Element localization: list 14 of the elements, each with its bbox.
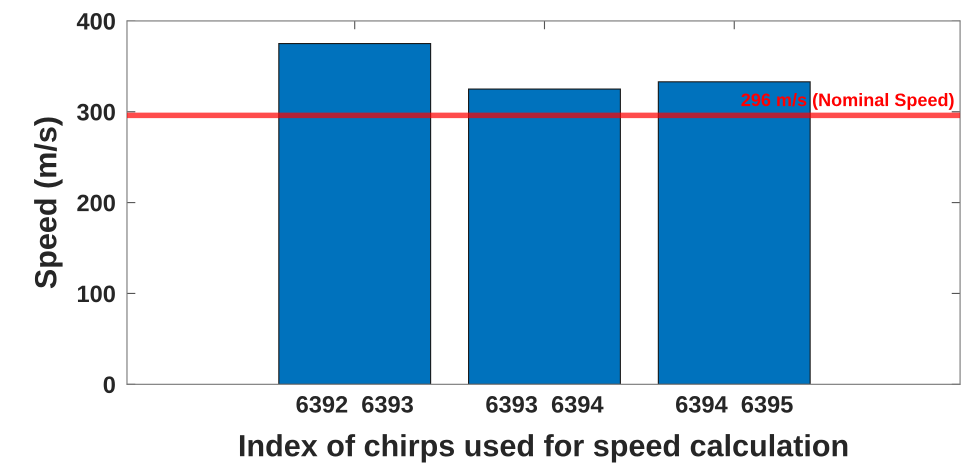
x-tick-label: 6393 6394	[486, 396, 604, 413]
y-axis-title: Speed (m/s)	[34, 118, 63, 288]
y-tick-label: 100	[78, 286, 115, 302]
x-tick-label: 6392 6393	[296, 396, 413, 413]
y-tick-label: 300	[77, 104, 115, 121]
ref-line-label: 296 m/s (Nominal Speed)	[741, 92, 954, 110]
y-tick-label: 400	[76, 12, 115, 30]
bar	[658, 81, 811, 384]
y-tick-label: 0	[104, 376, 115, 394]
bar	[278, 43, 432, 384]
y-tick-label: 200	[77, 194, 115, 212]
bar	[468, 88, 621, 384]
x-axis-title: Index of chirps used for speed calculation	[240, 434, 848, 463]
x-tick-label: 6394 6395	[676, 396, 793, 413]
